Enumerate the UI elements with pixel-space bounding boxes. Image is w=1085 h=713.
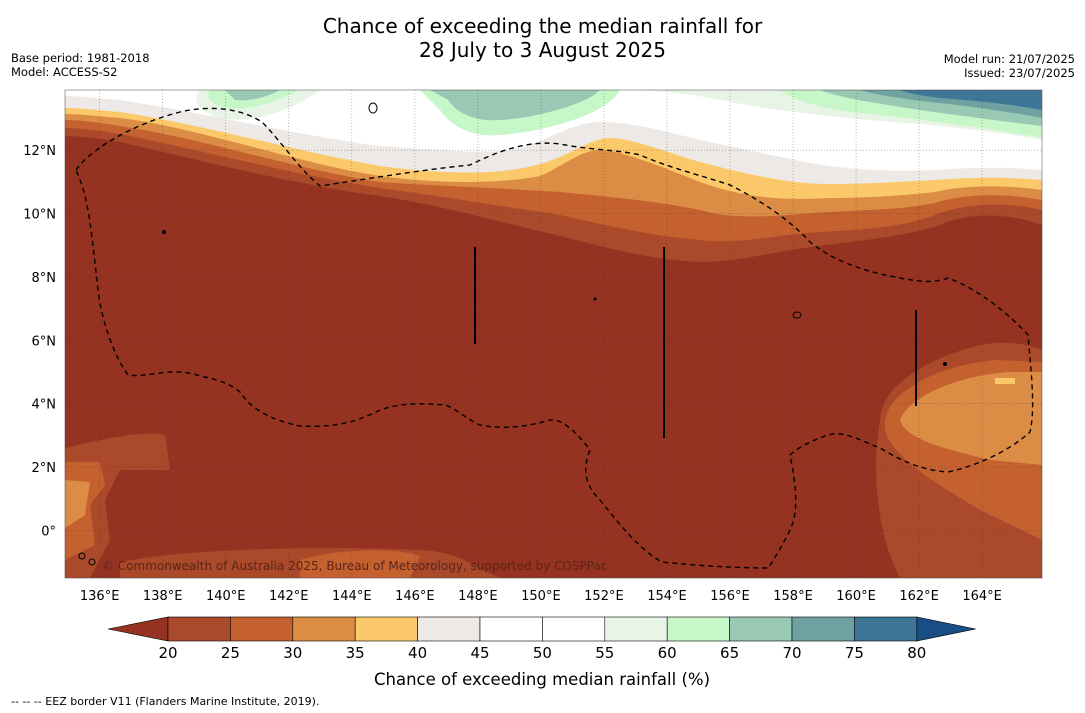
colorbar-tick-labels: 20 25 30 35 40 45 50 55 60 65 70 75 80 bbox=[158, 644, 926, 662]
longitude-label: 162°E bbox=[899, 589, 939, 604]
colorbar-tick-label: 20 bbox=[158, 644, 177, 662]
colorbar-tick-label: 25 bbox=[221, 644, 240, 662]
longitude-label: 160°E bbox=[836, 589, 876, 604]
colorbar-extend-low bbox=[107, 616, 169, 642]
colorbar-tick-label: 60 bbox=[658, 644, 677, 662]
north-west-band-70-75 bbox=[225, 90, 280, 101]
latitude-label: 12°N bbox=[23, 144, 56, 159]
north-east-band-80 bbox=[900, 90, 1042, 110]
longitude-label: 150°E bbox=[521, 589, 561, 604]
island-shape bbox=[88, 558, 96, 566]
latitude-label: 4°N bbox=[32, 398, 57, 413]
colorbar-tick-label: 75 bbox=[845, 644, 864, 662]
east-band-40-45 bbox=[995, 378, 1015, 384]
north-band-60-65 bbox=[65, 90, 1042, 140]
colorbar-tick-label: 35 bbox=[346, 644, 365, 662]
meta-left: Base period: 1981-2018 Model: ACCESS-S2 bbox=[11, 51, 150, 79]
colorbar bbox=[107, 616, 976, 642]
longitude-label: 154°E bbox=[647, 589, 687, 604]
colorbar-tick-label: 70 bbox=[782, 644, 801, 662]
colorbar-tick-label: 80 bbox=[907, 644, 926, 662]
colorbar-segment bbox=[292, 616, 356, 642]
latitude-labels: 12°N 10°N 8°N 6°N 4°N 2°N 0° bbox=[23, 144, 56, 539]
island-shape bbox=[368, 102, 378, 114]
latitude-label: 6°N bbox=[32, 334, 57, 349]
colorbar-extend-high bbox=[916, 616, 976, 642]
map-area: © Commonwealth of Australia 2025, Bureau… bbox=[65, 90, 1042, 578]
colorbar-segment bbox=[666, 616, 730, 642]
colorbar-segment bbox=[354, 616, 418, 642]
longitude-label: 136°E bbox=[80, 589, 120, 604]
map-title-line2: 28 July to 3 August 2025 bbox=[419, 38, 666, 62]
island-dot bbox=[593, 297, 597, 301]
map-frame bbox=[64, 89, 1043, 579]
colorbar-segment bbox=[854, 616, 918, 642]
longitude-label: 142°E bbox=[269, 589, 309, 604]
colorbar-segment bbox=[230, 616, 294, 642]
model-text: Model: ACCESS-S2 bbox=[11, 65, 118, 79]
colorbar-segment bbox=[791, 616, 855, 642]
colorbar-segment bbox=[729, 616, 793, 642]
eez-border-line bbox=[75, 107, 1034, 569]
colorbar-segment bbox=[417, 616, 481, 642]
island-dot bbox=[943, 362, 947, 366]
latitude-label: 0° bbox=[41, 524, 56, 539]
watermark-text: © Commonwealth of Australia 2025, Bureau… bbox=[102, 559, 607, 573]
island-dot bbox=[162, 230, 166, 234]
map-title: Chance of exceeding the median rainfall … bbox=[0, 14, 1085, 62]
east-band-35-40 bbox=[900, 372, 1042, 465]
colorbar-tick-label: 30 bbox=[283, 644, 302, 662]
colorbar-segment bbox=[604, 616, 668, 642]
graticule bbox=[65, 90, 1042, 578]
colorbar-segment bbox=[542, 616, 606, 642]
south-band-30-35 bbox=[300, 550, 420, 578]
longitude-label: 152°E bbox=[584, 589, 624, 604]
longitude-label: 158°E bbox=[773, 589, 813, 604]
longitude-label: 144°E bbox=[332, 589, 372, 604]
issued-text: Issued: 23/07/2025 bbox=[964, 66, 1075, 80]
base-period-text: Base period: 1981-2018 bbox=[11, 51, 150, 65]
colorbar-segment bbox=[167, 616, 231, 642]
colorbar-tick-label: 55 bbox=[595, 644, 614, 662]
colorbar-tick-label: 45 bbox=[470, 644, 489, 662]
colorbar-segment bbox=[479, 616, 543, 642]
model-run-text: Model run: 21/07/2025 bbox=[943, 52, 1075, 66]
sw-band-35-40 bbox=[65, 480, 90, 528]
colorbar-tick-label: 40 bbox=[408, 644, 427, 662]
colorbar-title: Chance of exceeding median rainfall (%) bbox=[374, 670, 710, 689]
longitude-labels: 136°E 138°E 140°E 142°E 144°E 146°E 148°E 150°E… bbox=[80, 589, 1002, 604]
longitude-label: 156°E bbox=[710, 589, 750, 604]
colorbar-tick-label: 65 bbox=[720, 644, 739, 662]
longitude-label: 148°E bbox=[458, 589, 498, 604]
latitude-label: 10°N bbox=[23, 208, 56, 223]
island-shape bbox=[78, 552, 86, 560]
map-title-line1: Chance of exceeding the median rainfall … bbox=[322, 14, 763, 38]
latitude-label: 2°N bbox=[32, 461, 57, 476]
longitude-label: 140°E bbox=[206, 589, 246, 604]
latitude-label: 8°N bbox=[32, 271, 57, 286]
north-center-band-70-75 bbox=[430, 90, 600, 121]
longitude-label: 164°E bbox=[962, 589, 1002, 604]
longitude-label: 138°E bbox=[143, 589, 183, 604]
eez-footnote: -- -- -- EEZ border V11 (Flanders Marine… bbox=[11, 695, 320, 708]
meta-right: Model run: 21/07/2025 Issued: 23/07/2025 bbox=[944, 52, 1075, 80]
longitude-label: 146°E bbox=[395, 589, 435, 604]
colorbar-tick-label: 50 bbox=[533, 644, 552, 662]
